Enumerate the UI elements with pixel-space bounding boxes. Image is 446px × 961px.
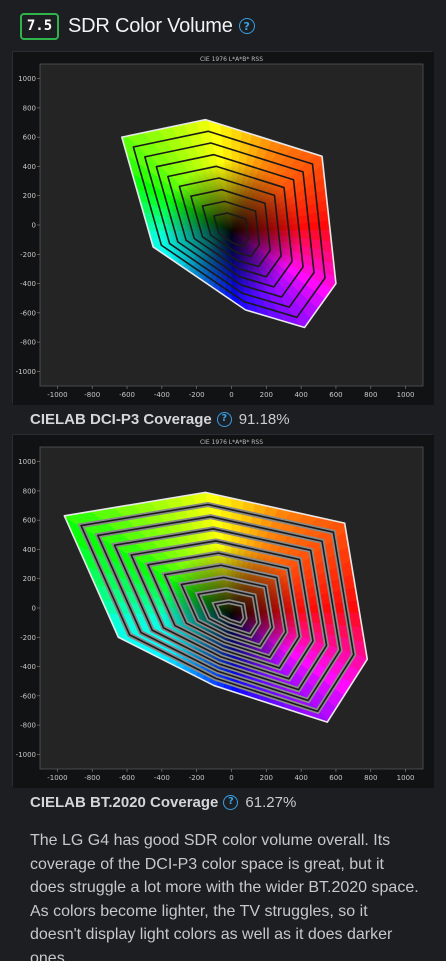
plot-title: CIE 1976 L*A*B* RSS bbox=[200, 439, 263, 446]
y-tick-label: 0 bbox=[32, 222, 36, 230]
x-tick-label: -200 bbox=[189, 391, 205, 399]
gamut-contour bbox=[132, 130, 326, 319]
caption-value: 91.18% bbox=[238, 410, 290, 428]
y-tick-label: 400 bbox=[23, 546, 36, 554]
gamut-contour bbox=[147, 552, 301, 669]
gamut-contour bbox=[80, 503, 355, 713]
gamut-contour bbox=[180, 576, 274, 648]
caption-label: CIELAB BT.2020 Coverage bbox=[30, 793, 219, 811]
x-tick-label: -1000 bbox=[47, 774, 67, 782]
chart-bt2020: CIE 1976 L*A*B* RSS -1000 -800 -600 -400 -200… bbox=[12, 434, 434, 788]
gamut-contour bbox=[130, 540, 314, 680]
x-tick-label: 400 bbox=[294, 391, 307, 399]
y-tick-label: -1000 bbox=[16, 751, 36, 759]
gamut-contour bbox=[167, 165, 293, 288]
y-tick-label: -200 bbox=[20, 251, 36, 259]
description-text: The LG G4 has good SDR color volume over… bbox=[30, 832, 419, 961]
x-tick-label: 200 bbox=[260, 774, 273, 782]
chart-dci-p3: CIE 1976 L*A*B* RSS -1000 -800 -600 -400 -200… bbox=[12, 51, 434, 405]
section-title: SDR Color Volume bbox=[68, 14, 233, 37]
x-tick-label: -400 bbox=[154, 391, 170, 399]
y-tick-label: 1000 bbox=[18, 75, 36, 83]
y-tick-label: -800 bbox=[20, 339, 36, 347]
caption-label: CIELAB DCI-P3 Coverage bbox=[30, 410, 212, 428]
x-tick-label: -800 bbox=[84, 774, 100, 782]
gamut-contour bbox=[201, 200, 260, 258]
y-tick-label: 800 bbox=[23, 104, 36, 112]
gamut-contour bbox=[213, 212, 250, 248]
gamut-contour bbox=[163, 564, 287, 658]
section-header: 7.5 SDR Color Volume ? bbox=[20, 12, 255, 40]
x-tick-label: 0 bbox=[229, 774, 233, 782]
question-circle-icon[interactable]: ? bbox=[223, 794, 239, 810]
gamut-contour bbox=[155, 153, 304, 298]
x-tick-label: -600 bbox=[119, 391, 135, 399]
y-tick-label: -200 bbox=[20, 634, 36, 642]
x-tick-label: -400 bbox=[154, 774, 170, 782]
dark-core bbox=[161, 543, 302, 684]
x-tick-label: 600 bbox=[329, 391, 342, 399]
y-tick-label: -1000 bbox=[16, 368, 36, 376]
question-circle-icon[interactable]: ? bbox=[238, 18, 255, 34]
y-tick-label: 0 bbox=[32, 605, 36, 613]
gamut-fill bbox=[64, 492, 368, 723]
y-tick-label: -400 bbox=[20, 280, 36, 288]
y-tick-label: 600 bbox=[23, 134, 36, 142]
gamut-fill bbox=[121, 119, 336, 328]
plot-title: CIE 1976 L*A*B* RSS bbox=[200, 56, 263, 63]
x-tick-label: 800 bbox=[364, 774, 377, 782]
x-tick-label: 400 bbox=[294, 774, 307, 782]
x-tick-label: 0 bbox=[229, 391, 233, 399]
gamut-contour bbox=[96, 515, 341, 702]
x-tick-label: -600 bbox=[119, 774, 135, 782]
x-tick-label: 200 bbox=[260, 391, 273, 399]
axis-group: -1000 -800 -600 -400 -200 0 200 400 600 800 1000 10… bbox=[16, 458, 415, 782]
gamut-contour bbox=[197, 588, 260, 637]
y-tick-label: -400 bbox=[20, 663, 36, 671]
target-gamut-outline bbox=[121, 118, 337, 329]
gamut-contour bbox=[178, 177, 282, 278]
target-gamut-outline bbox=[63, 491, 369, 723]
x-tick-label: 1000 bbox=[397, 774, 415, 782]
y-tick-label: 400 bbox=[23, 163, 36, 171]
y-tick-label: 200 bbox=[23, 192, 36, 200]
y-tick-label: 800 bbox=[23, 487, 36, 495]
y-tick-label: 1000 bbox=[18, 458, 36, 466]
x-tick-label: 800 bbox=[364, 391, 377, 399]
caption-value: 61.27% bbox=[245, 793, 297, 811]
dark-core bbox=[161, 160, 302, 301]
axis-group: -1000 -800 -600 -400 -200 0 200 400 600 800 1000 10… bbox=[16, 75, 415, 399]
gamut-contour bbox=[113, 528, 328, 691]
gamut-contour bbox=[213, 600, 246, 626]
y-tick-label: -600 bbox=[20, 309, 36, 317]
gamut-contour bbox=[144, 142, 315, 308]
caption-dci-p3: CIELAB DCI-P3 Coverage ? 91.18% bbox=[30, 409, 290, 429]
x-tick-label: -200 bbox=[189, 774, 205, 782]
x-tick-label: -1000 bbox=[47, 391, 67, 399]
x-tick-label: -800 bbox=[84, 391, 100, 399]
x-tick-label: 600 bbox=[329, 774, 342, 782]
x-tick-label: 1000 bbox=[397, 391, 415, 399]
y-tick-label: -800 bbox=[20, 722, 36, 730]
y-tick-label: 600 bbox=[23, 517, 36, 525]
y-tick-label: -600 bbox=[20, 692, 36, 700]
caption-bt2020: CIELAB BT.2020 Coverage ? 61.27% bbox=[30, 792, 296, 812]
gamut-contour bbox=[190, 188, 271, 268]
y-tick-label: 200 bbox=[23, 575, 36, 583]
question-circle-icon[interactable]: ? bbox=[216, 411, 232, 427]
score-badge: 7.5 bbox=[20, 12, 59, 40]
